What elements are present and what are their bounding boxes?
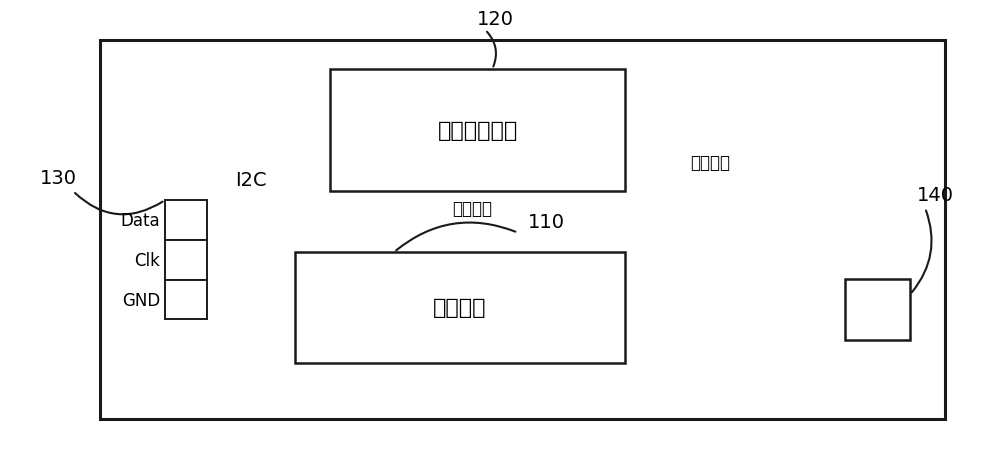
Bar — [165, 240, 207, 280]
Bar — [165, 280, 207, 320]
Text: 120: 120 — [477, 10, 514, 29]
Text: 110: 110 — [528, 212, 565, 231]
Text: 130: 130 — [40, 169, 76, 188]
Bar — [845, 280, 910, 341]
Text: 数据传输: 数据传输 — [453, 200, 493, 217]
Text: Data: Data — [120, 212, 160, 230]
Bar — [295, 253, 625, 363]
Text: Clk: Clk — [134, 251, 160, 269]
Text: 主控芯片: 主控芯片 — [433, 298, 487, 318]
Text: 控制信号: 控制信号 — [690, 153, 730, 171]
Text: 140: 140 — [916, 185, 954, 204]
Text: 寻址控制芯片: 寻址控制芯片 — [437, 121, 518, 141]
Text: I2C: I2C — [235, 171, 267, 190]
Bar — [330, 70, 625, 192]
Bar — [165, 201, 207, 240]
Bar — [100, 41, 945, 419]
Text: GND: GND — [122, 291, 160, 309]
